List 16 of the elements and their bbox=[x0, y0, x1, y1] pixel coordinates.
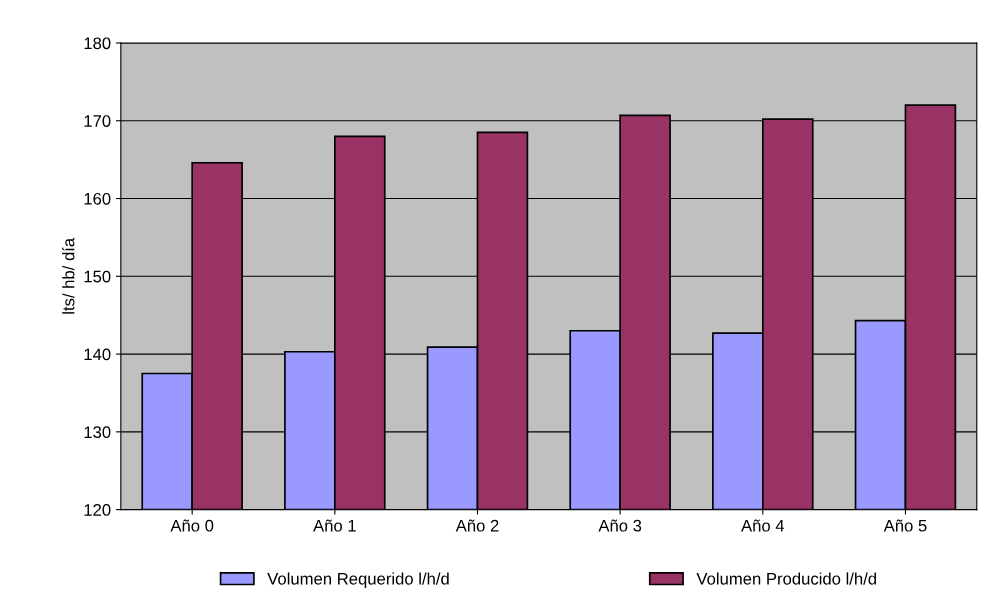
x-tick-label: Año 0 bbox=[170, 519, 214, 532]
legend-label: Volumen Requerido l/h/d bbox=[267, 572, 449, 588]
x-tick-label: Año 2 bbox=[455, 519, 499, 532]
y-tick-label: 170 bbox=[84, 115, 111, 127]
y-tick-label: 130 bbox=[84, 426, 111, 439]
y-tick-label: 180 bbox=[84, 37, 111, 50]
y-tick-label: 150 bbox=[84, 270, 111, 283]
x-tick-label: Año 4 bbox=[741, 519, 785, 532]
x-tick-label: Año 1 bbox=[313, 519, 356, 532]
y-tick-label: 140 bbox=[84, 348, 111, 361]
y-tick-label: 160 bbox=[84, 192, 111, 205]
y-tick-label: 120 bbox=[84, 504, 111, 516]
legend-label: Volumen Producido l/h/d bbox=[696, 572, 877, 585]
x-tick-label: Año 5 bbox=[883, 519, 927, 532]
x-tick-label: Año 3 bbox=[598, 519, 642, 532]
y-axis-title: lts/ hb/ día bbox=[62, 237, 75, 314]
